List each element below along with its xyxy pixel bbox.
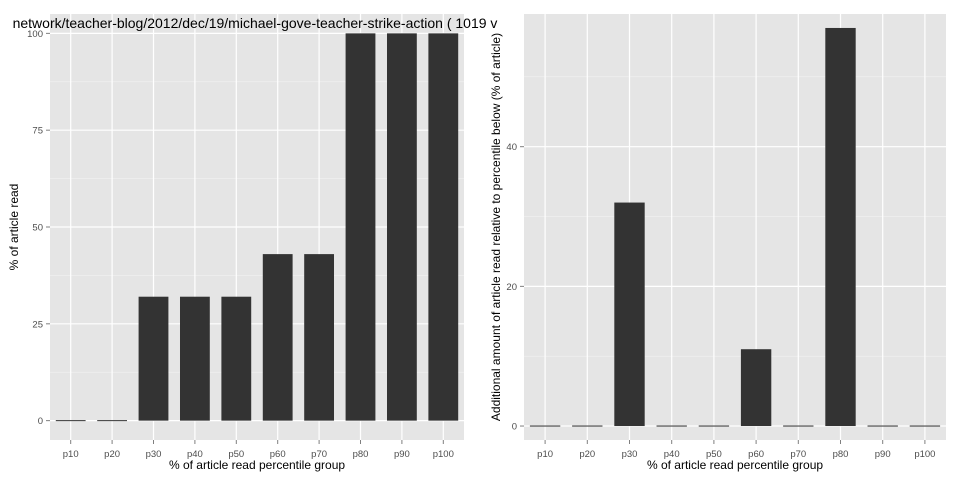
x-tick-label: p50 (706, 449, 722, 460)
y-tick-label: 50 (32, 223, 43, 234)
x-tick-label: p50 (228, 449, 244, 460)
plot-panel (524, 14, 946, 440)
bar-p70 (304, 254, 335, 421)
bar-p100 (428, 33, 459, 421)
x-tick-label: p10 (537, 449, 553, 460)
bar-p20 (97, 420, 128, 422)
bar-p40 (179, 296, 210, 421)
y-tick-label: 100 (27, 29, 43, 40)
x-tick-label: p100 (433, 449, 454, 460)
x-tick-label: p90 (875, 449, 891, 460)
bar-p60 (740, 349, 772, 427)
bar-p50 (221, 296, 252, 421)
bar-p90 (867, 425, 898, 427)
y-tick-label: 25 (32, 319, 43, 330)
x-tick-label: p60 (270, 449, 286, 460)
x-tick-label: p90 (394, 449, 410, 460)
bar-p10 (55, 420, 86, 422)
x-tick-label: p20 (104, 449, 120, 460)
bar-p80 (345, 33, 376, 421)
x-axis-title: % of article read percentile group (169, 458, 345, 472)
x-tick-label: p40 (187, 449, 203, 460)
bar-p70 (783, 425, 814, 427)
bar-p40 (656, 425, 687, 427)
bar-p60 (262, 254, 293, 421)
bar-p20 (572, 425, 603, 427)
y-tick-label: 0 (38, 416, 43, 427)
chart-title: network/teacher-blog/2012/dec/19/michael… (13, 15, 498, 31)
bar-p30 (614, 202, 645, 427)
x-tick-label: p70 (311, 449, 327, 460)
y-tick-label: 75 (32, 126, 43, 137)
x-tick-label: p80 (353, 449, 369, 460)
y-tick-label: 20 (506, 282, 517, 293)
bar-p50 (698, 425, 730, 427)
bar-p90 (386, 33, 417, 421)
x-tick-label: p80 (833, 449, 849, 460)
y-tick-label: 0 (512, 422, 517, 433)
bar-p10 (529, 425, 561, 427)
x-tick-label: p20 (579, 449, 595, 460)
right-chart: 0 20 40 p10 p20 p30 p40 p50 p60 p70 p80 p90 p100 % of… (489, 14, 946, 472)
x-axis-title: % of article read percentile group (647, 458, 823, 472)
x-tick-label: p10 (63, 449, 79, 460)
y-axis-title: % of article read (7, 184, 21, 271)
x-tick-label: p70 (790, 449, 806, 460)
bar-p30 (138, 296, 169, 421)
x-tick-label: p60 (748, 449, 764, 460)
bar-p80 (825, 27, 856, 427)
y-tick-label: 40 (506, 142, 517, 153)
left-chart: 0 25 50 75 100 p10 p20 p30 p40 p50 p60 p70 p80 p90 p10… (7, 14, 464, 472)
x-tick-label: p30 (622, 449, 638, 460)
bar-p100 (909, 425, 941, 427)
x-tick-label: p30 (146, 449, 162, 460)
y-axis-title: Additional amount of article read relati… (489, 33, 503, 421)
x-tick-label: p40 (664, 449, 680, 460)
x-tick-label: p100 (914, 449, 935, 460)
